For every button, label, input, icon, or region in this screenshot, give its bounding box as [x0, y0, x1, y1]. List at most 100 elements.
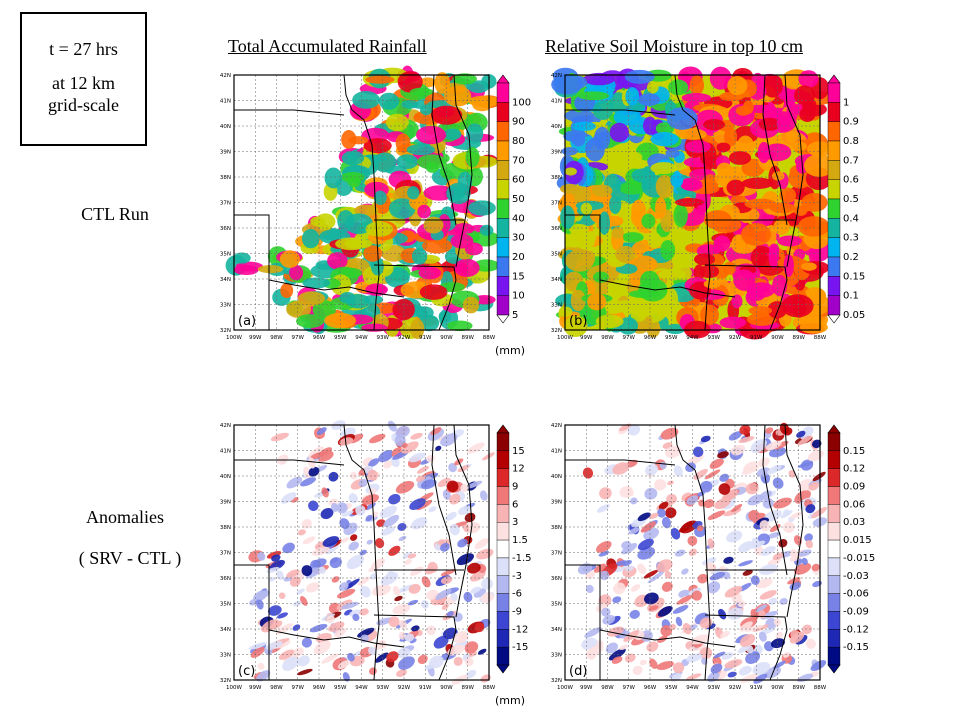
rain-cell	[257, 265, 284, 274]
anomaly-cell	[577, 563, 593, 575]
lon-tick-label: 98W	[270, 335, 283, 341]
colorbar-label: 10	[512, 291, 525, 302]
lon-tick-label: 92W	[729, 685, 742, 691]
soil-cell	[565, 249, 594, 272]
rain-cell	[315, 213, 336, 230]
anomaly-cell	[420, 600, 429, 609]
anomaly-cell	[420, 479, 437, 490]
rain-cell	[341, 150, 365, 166]
anomaly-cell	[433, 635, 449, 649]
colorbar-label: -0.06	[843, 589, 869, 600]
anomaly-cell	[796, 430, 806, 438]
anomaly-cell	[381, 526, 395, 536]
soil-cell	[594, 126, 611, 150]
lon-tick-label: 88W	[483, 335, 496, 341]
anomaly-cell	[599, 487, 612, 500]
anomaly-cell	[397, 647, 411, 659]
anomaly-cell	[704, 469, 721, 480]
rain-cell	[417, 204, 431, 219]
lon-tick-label: 98W	[270, 685, 283, 691]
soil-cell	[560, 183, 581, 194]
anomaly-cell	[388, 493, 401, 505]
rain-cell	[395, 133, 411, 153]
anomaly-cell	[649, 512, 659, 519]
soil-cell	[560, 205, 575, 230]
anomaly-cell	[474, 538, 489, 550]
rain-cell	[365, 75, 395, 84]
colorbar-swatch	[827, 646, 841, 666]
anomaly-cell	[464, 657, 474, 666]
rain-cell	[462, 296, 480, 314]
anomaly-cell	[456, 553, 474, 566]
soil-cell	[577, 91, 610, 101]
anomaly-cell	[718, 483, 731, 495]
anomaly-cell	[601, 607, 611, 617]
soil-cell	[748, 306, 773, 316]
colorbar-label: 90	[512, 117, 525, 128]
anomaly-cell	[392, 604, 411, 615]
colorbar-label: 15	[512, 271, 525, 282]
colorbar-bottom-arrow	[827, 664, 841, 674]
soil-cell	[575, 232, 595, 250]
anomaly-cell	[681, 568, 689, 575]
colorbar-swatch	[827, 450, 841, 469]
anomaly-cell	[742, 569, 753, 576]
rain-cell	[346, 294, 371, 309]
anomaly-cell	[289, 576, 301, 587]
rain-cell	[465, 146, 480, 168]
lat-tick-label: 34N	[551, 277, 562, 283]
anomaly-cell	[428, 506, 437, 513]
colorbar-swatch	[827, 593, 841, 612]
rain-cell	[280, 283, 294, 299]
lon-tick-label: 93W	[708, 335, 721, 341]
lat-tick-label: 35N	[551, 602, 562, 608]
anomaly-cell	[457, 538, 468, 548]
anomaly-cell	[644, 592, 659, 605]
anomaly-cell	[328, 471, 339, 482]
anomaly-cell	[309, 623, 328, 633]
anomaly-cell	[759, 520, 770, 532]
colorbar-swatch	[496, 276, 510, 296]
anomaly-cell	[293, 600, 302, 607]
state-boundary	[343, 74, 380, 331]
anomaly-cell	[667, 480, 674, 486]
lat-tick-label: 36N	[551, 576, 562, 582]
anomaly-cell	[312, 558, 327, 568]
rain-cell	[365, 221, 393, 237]
rain-cell	[419, 284, 448, 300]
colorbar-label: 6	[512, 499, 518, 510]
soil-cell	[629, 299, 659, 318]
anomaly-cell	[613, 582, 626, 595]
anomaly-cell	[300, 477, 317, 487]
map-border	[564, 74, 821, 331]
soil-cell	[781, 294, 814, 318]
anomaly-cell	[341, 510, 354, 517]
state-boundary	[565, 109, 676, 116]
anomaly-cell	[440, 433, 458, 447]
anomaly-cell	[643, 569, 659, 579]
lon-tick-label: 98W	[601, 335, 614, 341]
anomaly-cell	[727, 607, 744, 620]
soil-cell	[792, 141, 807, 152]
anomaly-cell	[424, 663, 436, 670]
colorbar-label: -0.15	[843, 642, 869, 653]
anomaly-cell	[629, 609, 640, 619]
anomaly-cell	[805, 539, 814, 549]
anomaly-cell	[277, 612, 288, 619]
lon-tick-label: 99W	[249, 685, 262, 691]
anomaly-cell	[699, 480, 713, 493]
rain-cell	[352, 90, 380, 109]
anomaly-cell	[266, 550, 282, 559]
colorbar-label: -0.03	[843, 571, 869, 582]
colorbar-label: 100	[512, 97, 531, 108]
anomaly-cell	[808, 481, 820, 491]
colorbar-label: 1.5	[512, 535, 528, 546]
colorbar-swatch	[496, 237, 510, 258]
anomaly-cell	[336, 588, 356, 599]
anomaly-cell	[375, 652, 389, 663]
anomaly-cell	[401, 442, 408, 449]
anomaly-cell	[602, 615, 616, 625]
anomaly-cell	[368, 433, 386, 444]
anomaly-cell	[280, 492, 297, 504]
anomaly-cell	[767, 558, 781, 566]
